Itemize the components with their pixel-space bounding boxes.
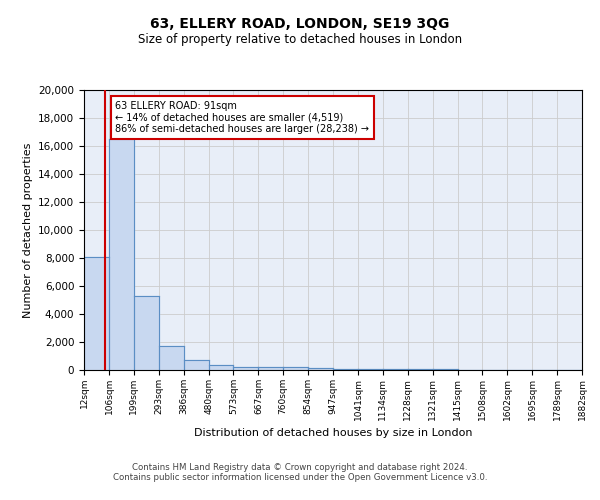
Text: Size of property relative to detached houses in London: Size of property relative to detached ho… <box>138 32 462 46</box>
Text: 63 ELLERY ROAD: 91sqm
← 14% of detached houses are smaller (4,519)
86% of semi-d: 63 ELLERY ROAD: 91sqm ← 14% of detached … <box>115 101 370 134</box>
Text: 63, ELLERY ROAD, LONDON, SE19 3QG: 63, ELLERY ROAD, LONDON, SE19 3QG <box>151 18 449 32</box>
Text: Contains HM Land Registry data © Crown copyright and database right 2024.
Contai: Contains HM Land Registry data © Crown c… <box>113 463 487 482</box>
Y-axis label: Number of detached properties: Number of detached properties <box>23 142 32 318</box>
Text: Distribution of detached houses by size in London: Distribution of detached houses by size … <box>194 428 472 438</box>
